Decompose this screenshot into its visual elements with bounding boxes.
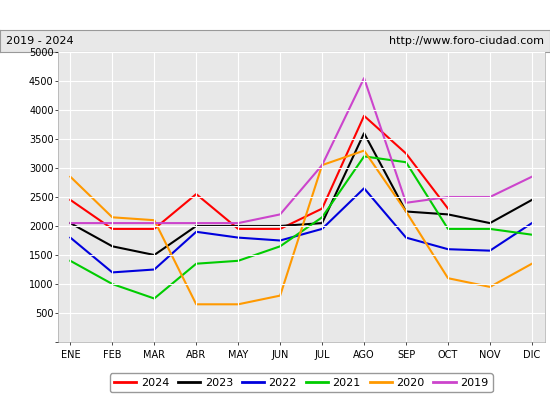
- Text: Evolucion Nº Turistas Nacionales en el municipio de Villalpando: Evolucion Nº Turistas Nacionales en el m…: [64, 8, 486, 22]
- Text: 2019 - 2024: 2019 - 2024: [6, 36, 73, 46]
- Legend: 2024, 2023, 2022, 2021, 2020, 2019: 2024, 2023, 2022, 2021, 2020, 2019: [109, 373, 493, 392]
- Text: http://www.foro-ciudad.com: http://www.foro-ciudad.com: [389, 36, 544, 46]
